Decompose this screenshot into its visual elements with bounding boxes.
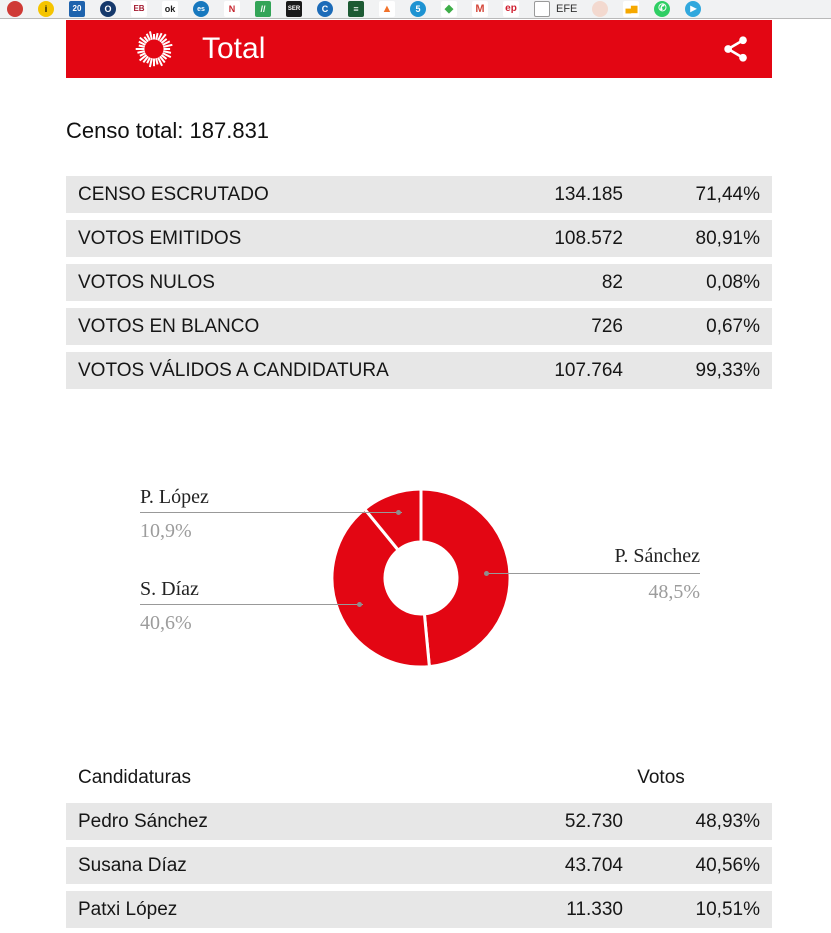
- green-slashes-favicon[interactable]: //: [255, 1, 271, 17]
- green-box-favicon[interactable]: ≡: [348, 1, 364, 17]
- chart-label-diaz: S. Díaz: [140, 578, 199, 600]
- candidate-name: Pedro Sánchez: [78, 811, 208, 832]
- stats-row: CENSO ESCRUTADO 134.185 71,44%: [66, 176, 772, 213]
- gmail-favicon[interactable]: M: [472, 1, 488, 17]
- red-news-favicon[interactable]: [7, 1, 23, 17]
- okdiario-favicon[interactable]: ok: [162, 1, 178, 17]
- census-total: Censo total: 187.831: [66, 118, 270, 143]
- chart-label-sanchez: P. Sánchez: [614, 545, 700, 567]
- header-banner: Total: [66, 20, 772, 78]
- candidates-header: Candidaturas Votos: [66, 760, 772, 796]
- green-gem-favicon[interactable]: ◆: [441, 1, 457, 17]
- chart-pct-lopez: 10,9%: [140, 520, 192, 542]
- donut-slice: [362, 487, 423, 553]
- candidate-votes: 11.330: [566, 899, 623, 920]
- spinner-icon: [135, 31, 173, 68]
- red-n-favicon[interactable]: N: [224, 1, 240, 17]
- stats-value: 134.185: [554, 184, 623, 205]
- stats-value: 82: [601, 272, 623, 293]
- leader-dot-diaz: [357, 602, 362, 607]
- stats-pct: 71,44%: [695, 184, 760, 205]
- cope-favicon[interactable]: C: [317, 1, 333, 17]
- stats-pct: 80,91%: [695, 228, 760, 249]
- yellow-info-favicon[interactable]: i: [38, 1, 54, 17]
- es-blue-favicon[interactable]: es: [193, 1, 209, 17]
- share-icon: [724, 36, 747, 62]
- results-page: Total Censo total: 187.831 CENSO ESCRUTA…: [66, 20, 772, 928]
- candidates-header-votes: Votos: [637, 767, 685, 788]
- stats-row: VOTOS VÁLIDOS A CANDIDATURA 107.764 99,3…: [66, 352, 772, 389]
- stats-pct: 99,33%: [695, 360, 760, 381]
- candidates-header-label: Candidaturas: [78, 767, 192, 788]
- cadena-ser-favicon[interactable]: SER: [286, 1, 302, 17]
- pale-pink-favicon[interactable]: [592, 1, 609, 17]
- candidate-row: Patxi López 11.330 10,51%: [66, 891, 772, 928]
- leader-dot-lopez: [396, 510, 401, 515]
- stats-label: VOTOS EN BLANCO: [78, 316, 260, 337]
- leader-line-diaz: [140, 604, 363, 605]
- candidate-votes: 43.704: [564, 855, 623, 876]
- chart-label-lopez: P. López: [140, 486, 209, 508]
- candidate-name: Patxi López: [78, 899, 178, 920]
- stats-value: 107.764: [554, 360, 623, 381]
- stats-label: VOTOS EMITIDOS: [78, 228, 242, 249]
- candidate-pct: 40,56%: [695, 855, 760, 876]
- donut-chart: [330, 487, 512, 669]
- stats-pct: 0,08%: [706, 272, 760, 293]
- donut-slice: [419, 487, 512, 669]
- stats-pct: 0,67%: [706, 316, 760, 337]
- candidate-name: Susana Díaz: [78, 855, 187, 876]
- candidate-pct: 48,93%: [695, 811, 760, 832]
- bookmark-title[interactable]: EFE: [556, 3, 578, 15]
- stats-table: CENSO ESCRUTADO 134.185 71,44% VOTOS EMI…: [66, 176, 772, 389]
- donut-slice: [330, 506, 432, 669]
- leader-line-lopez: [140, 512, 402, 513]
- telecinco-favicon[interactable]: 5: [410, 1, 426, 17]
- stats-row: VOTOS EN BLANCO 726 0,67%: [66, 308, 772, 345]
- share-button[interactable]: [722, 34, 750, 64]
- antena3-favicon[interactable]: ▲: [379, 1, 395, 17]
- stats-value: 726: [591, 316, 623, 337]
- whatsapp-favicon[interactable]: ✆: [654, 1, 671, 17]
- stats-row: VOTOS EMITIDOS 108.572 80,91%: [66, 220, 772, 257]
- leader-line-sanchez: [487, 573, 700, 574]
- candidates-table: Candidaturas Votos Pedro Sánchez 52.730 …: [66, 760, 772, 928]
- candidate-pct: 10,51%: [695, 899, 760, 920]
- stats-label: VOTOS NULOS: [78, 272, 215, 293]
- efe-favicon[interactable]: [534, 1, 550, 17]
- leader-dot-sanchez: [484, 571, 489, 576]
- candidate-row: Susana Díaz 43.704 40,56%: [66, 847, 772, 884]
- 20minutos-favicon[interactable]: 20: [69, 1, 85, 17]
- stats-label: CENSO ESCRUTADO: [78, 184, 269, 205]
- chart-pct-diaz: 40,6%: [140, 612, 192, 634]
- analytics-favicon[interactable]: ▄▆: [623, 1, 640, 17]
- stats-row: VOTOS NULOS 82 0,08%: [66, 264, 772, 301]
- europapress-favicon[interactable]: ep: [503, 1, 519, 17]
- stats-value: 108.572: [554, 228, 623, 249]
- eb-favicon[interactable]: EB: [131, 1, 147, 17]
- navy-o-favicon[interactable]: O: [100, 1, 116, 17]
- chart-pct-sanchez: 48,5%: [648, 581, 700, 603]
- telegram-favicon[interactable]: ▶: [685, 1, 702, 17]
- page-title: Total: [202, 32, 266, 65]
- candidate-votes: 52.730: [564, 811, 623, 832]
- stats-label: VOTOS VÁLIDOS A CANDIDATURA: [78, 360, 389, 381]
- results-donut-chart-section: P. López 10,9% S. Díaz 40,6% P. Sánchez …: [66, 460, 772, 760]
- candidate-row: Pedro Sánchez 52.730 48,93%: [66, 803, 772, 840]
